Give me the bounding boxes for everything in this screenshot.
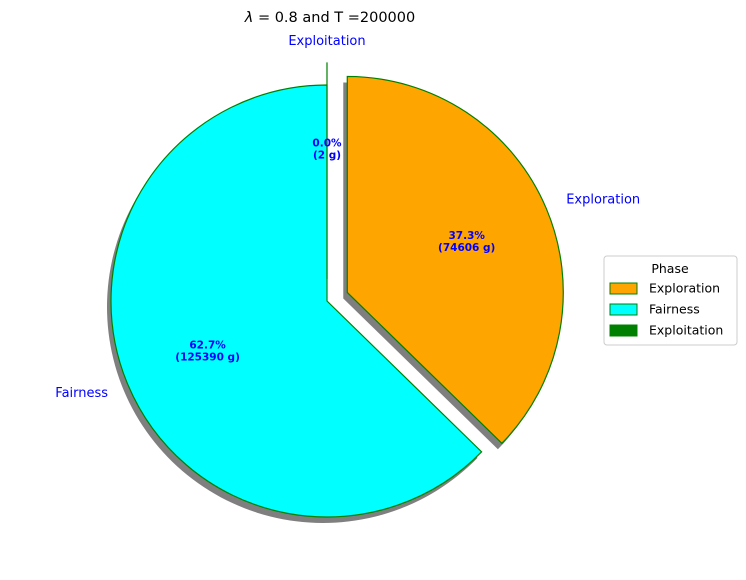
chart-title: λ = 0.8 and T =200000 — [244, 10, 416, 26]
slice-count-fairness: (125390 g) — [175, 351, 240, 363]
legend-swatch-exploration — [610, 283, 637, 294]
slice-label-fairness: Fairness — [55, 386, 108, 401]
legend-title: Phase — [651, 261, 689, 276]
slice-percent-fairness: 62.7% — [189, 339, 226, 351]
legend-label-fairness: Fairness — [649, 302, 700, 317]
slice-count-exploitation: (2 g) — [313, 149, 341, 161]
legend-label-exploitation: Exploitation — [649, 323, 723, 338]
legend: Phase Exploration Fairness Exploitation — [604, 256, 737, 345]
slice-count-exploration: (74606 g) — [438, 242, 495, 254]
legend-swatch-fairness — [610, 304, 637, 315]
legend-swatch-exploitation — [610, 325, 637, 336]
slice-label-exploitation: Exploitation — [288, 34, 365, 49]
pie-slices — [111, 63, 563, 517]
slice-label-exploration: Exploration — [566, 193, 640, 208]
slice-percent-exploitation: 0.0% — [312, 137, 342, 149]
legend-label-exploration: Exploration — [649, 281, 720, 296]
slice-percent-exploration: 37.3% — [448, 230, 485, 242]
